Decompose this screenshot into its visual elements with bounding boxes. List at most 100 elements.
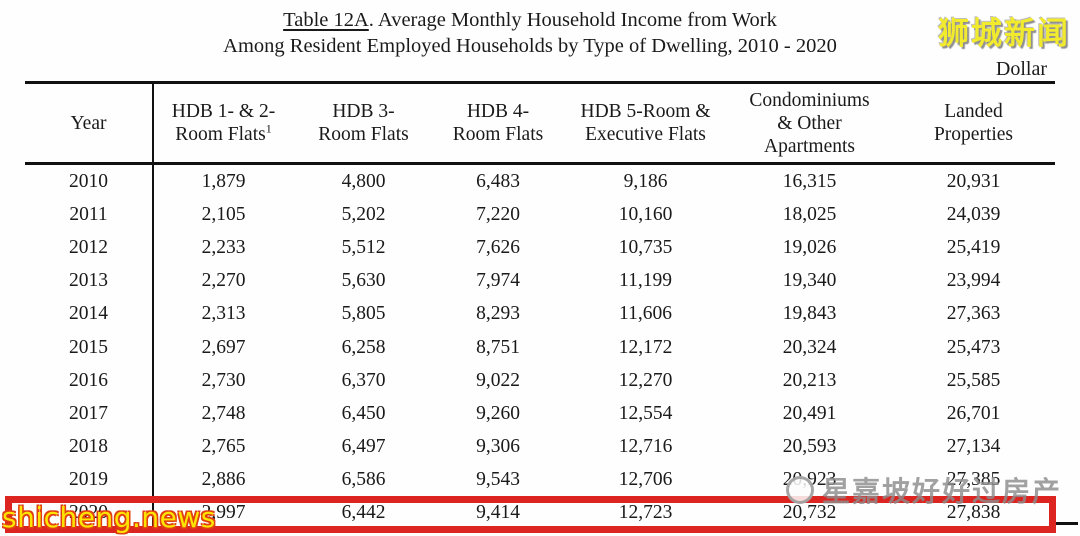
value-cell: 20,931 [946,170,1001,192]
highlight-box-2020-row [5,496,1056,533]
value-cell: 2,748 [201,402,246,424]
value-cell: 27,838 [946,502,1001,524]
value-cell: 20,732 [782,502,837,524]
footnote-marker: 1 [265,121,272,136]
value-cell: 23,994 [946,270,1001,292]
table-row: 2013 2,270 5,630 7,974 11,199 19,340 23,994 [25,265,1055,298]
column-header-hdb-5-room-exec: HDB 5-Room & Executive Flats [580,101,711,145]
table-row: 2010 1,879 4,800 6,483 9,186 16,315 20,931 [25,165,1055,198]
column-header-landed: Landed Properties [933,101,1014,145]
value-cell: 24,039 [946,203,1001,225]
value-cell: 11,199 [619,270,672,292]
table-header-row: Year HDB 1- & 2- Room Flats1 HDB 3- Room… [25,84,1055,162]
value-cell: 10,735 [618,236,673,258]
year-cell: 2020 [69,502,108,524]
value-cell: 2,886 [201,469,246,491]
value-cell: 10,160 [618,203,673,225]
value-cell: 5,202 [341,203,386,225]
value-cell: 20,593 [782,436,837,458]
table-number: Table 12A [283,9,369,31]
year-cell: 2013 [69,270,108,292]
year-cell: 2014 [69,303,108,325]
value-cell: 27,134 [946,436,1001,458]
value-cell: 6,497 [341,436,386,458]
value-cell: 6,483 [476,170,520,192]
value-cell: 5,512 [341,236,386,258]
value-cell: 7,974 [476,270,520,292]
value-cell: 7,220 [476,203,520,225]
value-cell: 25,585 [946,369,1001,391]
table-top-rule [25,81,1055,84]
value-cell: 20,213 [782,369,837,391]
value-cell: 27,363 [946,303,1001,325]
value-cell: 2,730 [201,369,246,391]
table-bottom-rule-end [1056,522,1078,525]
unit-label: Dollar [995,58,1047,80]
value-cell: 25,473 [946,336,1001,358]
value-cell: 8,293 [476,303,520,325]
year-cell: 2016 [69,369,108,391]
table-row: 2017 2,748 6,450 9,260 12,554 20,491 26,701 [25,397,1055,430]
value-cell: 20,491 [782,402,837,424]
value-cell: 2,313 [201,303,246,325]
value-cell: 2,765 [201,436,246,458]
value-cell: 26,701 [946,402,1001,424]
value-cell: 2,105 [201,203,246,225]
value-cell: 16,315 [782,170,837,192]
value-cell: 6,450 [341,402,386,424]
table-title-line2: Among Resident Employed Households by Ty… [223,35,837,57]
value-cell: 12,716 [618,436,673,458]
value-cell: 9,186 [623,170,668,192]
year-cell: 2018 [69,436,108,458]
site-url-watermark: shicheng.news [2,501,216,534]
year-cell: 2017 [69,402,108,424]
column-header-hdb-1-2-room: HDB 1- & 2- Room Flats1 [171,101,276,145]
table-row: 2020 2,997 6,442 9,414 12,723 20,732 27,838 [25,497,1055,530]
value-cell: 8,751 [476,336,520,358]
table-row: 2011 2,105 5,202 7,220 10,160 18,025 24,039 [25,198,1055,231]
table-title-line1: Table 12A. Average Monthly Household Inc… [0,7,1060,33]
value-cell: 20,324 [782,336,837,358]
value-cell: 9,414 [476,502,520,524]
value-cell: 9,022 [476,369,520,391]
table-row: 2015 2,697 6,258 8,751 12,172 20,324 25,473 [25,331,1055,364]
table-title: Table 12A. Average Monthly Household Inc… [0,7,1060,59]
value-cell: 1,879 [201,170,246,192]
value-cell: 4,800 [341,170,386,192]
site-badge-watermark: 狮城新闻 [938,16,1070,52]
column-header-hdb-3-room: HDB 3- Room Flats [318,101,409,145]
value-cell: 18,025 [782,203,837,225]
overlay-watermark-text: 星嘉坡好好过房产 [822,475,1063,508]
table-row: 2018 2,765 6,497 9,306 12,716 20,593 27,134 [25,431,1055,464]
column-header-condominiums: Condominiums & Other Apartments [749,89,870,157]
table-header-rule [25,162,1055,165]
table-row: 2014 2,313 5,805 8,293 11,606 19,843 27,363 [25,298,1055,331]
value-cell: 7,626 [476,236,520,258]
value-cell: 6,370 [341,369,386,391]
value-cell: 12,706 [618,469,673,491]
value-cell: 19,026 [782,236,837,258]
value-cell: 6,586 [341,469,386,491]
year-cell: 2011 [69,203,108,225]
table-row: 2012 2,233 5,512 7,626 10,735 19,026 25,419 [25,231,1055,264]
value-cell: 9,306 [476,436,520,458]
value-cell: 12,172 [618,336,673,358]
value-cell: 12,270 [618,369,673,391]
value-cell: 12,554 [618,402,673,424]
table-row: 2016 2,730 6,370 9,022 12,270 20,213 25,585 [25,364,1055,397]
value-cell: 5,805 [341,303,386,325]
column-header-year: Year [70,112,107,134]
value-cell: 6,258 [341,336,386,358]
value-cell: 5,630 [341,270,386,292]
year-cell: 2010 [69,170,108,192]
value-cell: 11,606 [619,303,672,325]
value-cell: 9,260 [476,402,520,424]
column-header-hdb-4-room: HDB 4- Room Flats [452,101,544,145]
year-cell: 2015 [69,336,108,358]
value-cell: 9,543 [476,469,520,491]
value-cell: 2,233 [201,236,246,258]
value-cell: 27,385 [946,469,1001,491]
value-cell: 19,843 [782,303,837,325]
year-cell: 2012 [69,236,108,258]
